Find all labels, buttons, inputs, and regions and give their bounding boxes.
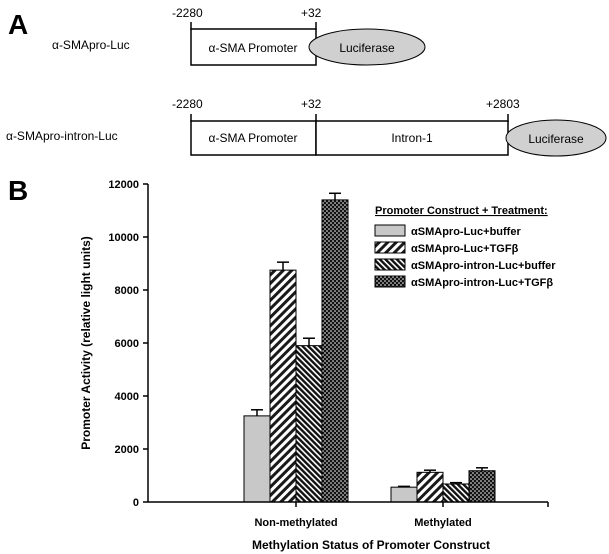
construct-2-position-end: +2803 xyxy=(486,97,520,111)
y-tick-label: 0 xyxy=(133,497,139,509)
legend-title: Promoter Construct + Treatment: xyxy=(375,205,548,217)
bar-chart: 0 2000 4000 6000 8000 10000 12000 Non-methylat… xyxy=(79,179,556,552)
construct-1-name: α-SMApro-Luc xyxy=(52,38,130,52)
construct-1-luciferase xyxy=(308,28,426,66)
y-tick-label: 12000 xyxy=(108,179,139,191)
bar-1-1 xyxy=(416,471,444,503)
x-axis-title: Methylation Status of Promoter Construct xyxy=(252,538,490,552)
x-axis-ticks: Non-methylated Methylated xyxy=(254,502,549,529)
bar-1-0 xyxy=(390,486,418,503)
chart-bars xyxy=(243,199,496,503)
y-tick-label: 10000 xyxy=(108,232,139,244)
x-tick-label: Non-methylated xyxy=(254,517,337,529)
construct-2-promoter-box xyxy=(190,120,317,156)
legend-label-2: αSMApro-intron-Luc+buffer xyxy=(411,260,556,272)
legend-swatch-0 xyxy=(374,224,406,237)
construct-1-luciferase-label: Luciferase xyxy=(339,41,395,55)
legend-swatch-1 xyxy=(374,241,406,254)
construct-1-position-end: +32 xyxy=(301,6,322,20)
bar-0-1 xyxy=(269,269,297,503)
bar-0-0 xyxy=(243,415,271,503)
legend-label-1: αSMApro-Luc+TGFβ xyxy=(411,243,519,255)
construct-2-intron-label: Intron-1 xyxy=(391,131,433,145)
panel-b-letter: B xyxy=(8,175,28,206)
y-tick-label: 6000 xyxy=(115,338,139,350)
construct-2-name: α-SMApro-intron-Luc xyxy=(6,129,118,143)
panel-a-letter: A xyxy=(8,9,28,40)
bar-1-2 xyxy=(442,483,470,503)
y-tick-label: 8000 xyxy=(115,285,139,297)
construct-2-position-mid: +32 xyxy=(301,97,322,111)
construct-2-luciferase xyxy=(505,119,607,157)
construct-2-promoter-label: α-SMA Promoter xyxy=(209,131,298,145)
construct-1-position-start: -2280 xyxy=(172,6,203,20)
y-axis-ticks: 0 2000 4000 6000 8000 10000 12000 xyxy=(108,179,148,509)
bar-0-3 xyxy=(321,199,349,503)
construct-2-position-start: -2280 xyxy=(172,97,203,111)
legend-items: αSMApro-Luc+buffer αSMApro-Luc+TGFβ αSMApr… xyxy=(374,224,556,289)
chart-error-bars xyxy=(251,192,488,488)
legend-swatch-2 xyxy=(374,258,406,271)
construct-2-luciferase-label: Luciferase xyxy=(528,132,584,146)
y-tick-label: 4000 xyxy=(115,391,139,403)
construct-1-promoter-label: α-SMA Promoter xyxy=(209,41,298,55)
legend-swatch-3 xyxy=(374,275,406,288)
chart-legend: Promoter Construct + Treatment: αSMApro-… xyxy=(374,205,556,289)
bar-0-2 xyxy=(295,345,323,503)
y-axis-title: Promoter Activity (relative light units) xyxy=(79,236,93,450)
legend-label-0: αSMApro-Luc+buffer xyxy=(411,226,521,238)
legend-label-3: αSMApro-intron-Luc+TGFβ xyxy=(411,277,553,289)
bar-1-3 xyxy=(468,470,496,503)
x-tick-label: Methylated xyxy=(414,517,471,529)
y-tick-label: 2000 xyxy=(115,444,139,456)
